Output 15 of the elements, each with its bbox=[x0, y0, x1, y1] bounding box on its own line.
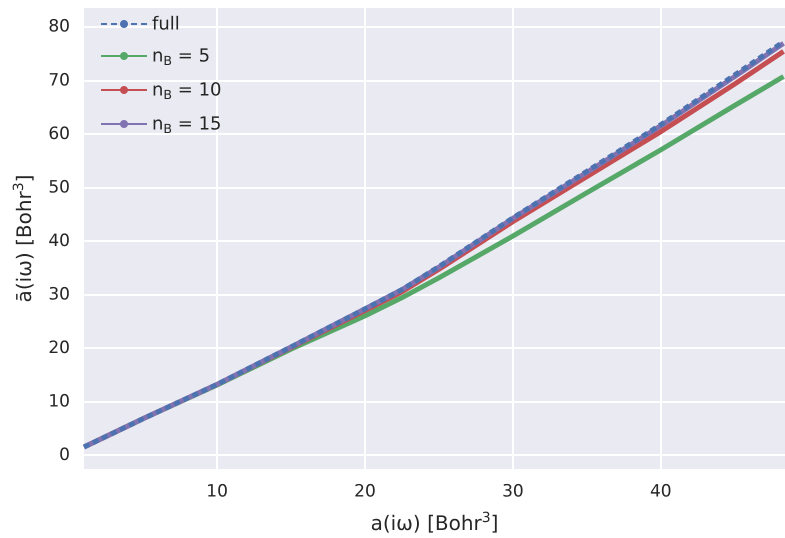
x-tick-label: 20 bbox=[354, 482, 376, 502]
x-tick-label: 40 bbox=[650, 482, 672, 502]
y-tick-label: 0 bbox=[59, 445, 70, 466]
x-tick-label: 30 bbox=[502, 482, 524, 502]
y-tick-label: 50 bbox=[48, 177, 70, 198]
x-tick-label: 10 bbox=[206, 482, 228, 502]
y-tick-label: 40 bbox=[48, 230, 70, 251]
y-tick-label: 10 bbox=[48, 392, 70, 412]
y-tick-label: 30 bbox=[48, 284, 70, 304]
y-axis-title: ā(iω) [Bohr3] bbox=[11, 174, 36, 302]
y-tick-label: 20 bbox=[48, 338, 70, 358]
y-tick-label: 70 bbox=[48, 70, 70, 90]
y-tick-label: 60 bbox=[48, 124, 70, 144]
y-tick-label: 80 bbox=[48, 16, 70, 37]
legend-label: full bbox=[152, 14, 180, 34]
